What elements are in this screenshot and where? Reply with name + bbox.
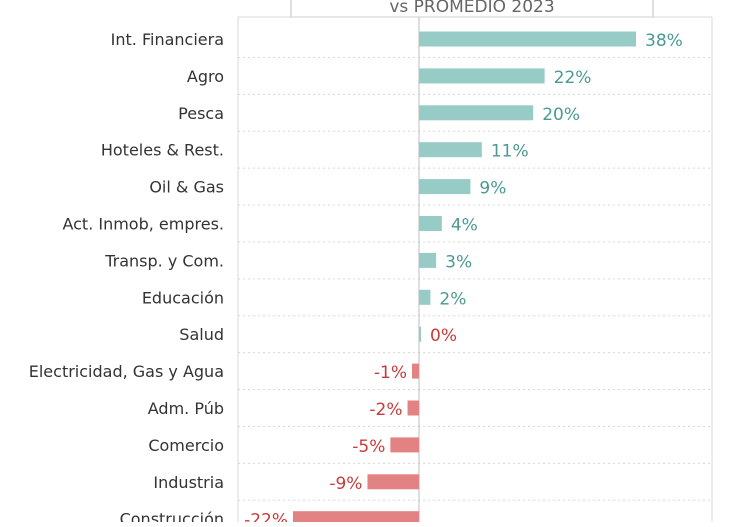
category-label: Pesca	[178, 104, 224, 123]
category-label: Hoteles & Rest.	[101, 141, 224, 160]
bar	[390, 437, 419, 453]
bar	[419, 68, 545, 84]
data-label: 38%	[645, 31, 683, 51]
bar	[419, 31, 636, 47]
category-label: Comercio	[148, 436, 224, 455]
category-label: Electricidad, Gas y Agua	[29, 362, 224, 381]
data-label: 3%	[445, 252, 472, 272]
data-label: -5%	[352, 437, 385, 457]
category-label: Educación	[142, 288, 224, 307]
bar	[367, 474, 419, 490]
data-label: -2%	[369, 400, 402, 420]
category-label: Agro	[187, 67, 224, 86]
bar	[293, 511, 419, 527]
data-label: 4%	[451, 216, 478, 236]
category-label: Oil & Gas	[149, 178, 224, 197]
bar	[419, 326, 421, 342]
data-label: 0%	[430, 326, 457, 346]
category-label: Construcción	[120, 510, 224, 522]
data-label: 11%	[491, 142, 529, 162]
bar	[419, 252, 437, 268]
bar	[419, 179, 471, 195]
data-label: 9%	[479, 179, 506, 199]
data-label: 22%	[554, 68, 592, 88]
category-label: Transp. y Com.	[104, 251, 224, 270]
category-label: Adm. Púb	[148, 399, 224, 418]
category-label: Industria	[153, 473, 224, 492]
category-label: Act. Inmob, empres.	[62, 215, 224, 234]
chart-title: vs PROMEDIO 2023	[389, 0, 554, 17]
data-label: -1%	[374, 363, 407, 383]
bar	[419, 216, 442, 231]
data-label: -22%	[244, 511, 288, 522]
bar	[407, 400, 419, 416]
bar	[419, 289, 431, 305]
data-label: -9%	[329, 474, 362, 494]
bar	[419, 142, 482, 158]
data-label: 2%	[439, 289, 466, 309]
bar	[419, 105, 534, 121]
bar	[412, 363, 419, 379]
data-label: 20%	[542, 105, 580, 125]
category-label: Salud	[179, 325, 224, 344]
category-label: Int. Financiera	[111, 30, 224, 49]
